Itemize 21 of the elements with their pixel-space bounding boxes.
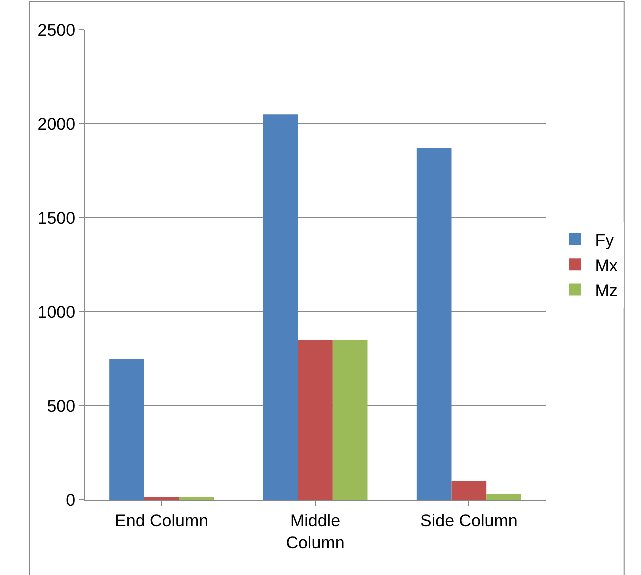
x-tick-label: Middle Column — [286, 511, 345, 552]
bar — [298, 340, 333, 500]
x-tick-label: End Column — [115, 511, 209, 530]
bar — [144, 497, 180, 500]
y-tick-label: 500 — [47, 396, 76, 416]
bar — [486, 494, 522, 500]
legend-label: Fy — [595, 231, 615, 250]
y-tick-label: 2500 — [38, 20, 76, 40]
bar — [452, 481, 487, 500]
bar — [110, 359, 144, 500]
bar — [263, 114, 298, 500]
y-tick-label: 1000 — [38, 302, 76, 322]
y-tick-label: 1500 — [38, 208, 76, 228]
legend-label: Mz — [595, 281, 618, 300]
y-tick-label: 2000 — [38, 114, 76, 134]
bar — [332, 340, 368, 500]
y-tick-label: 0 — [66, 490, 76, 510]
legend-label: Mx — [595, 256, 618, 276]
bar — [179, 497, 214, 500]
x-tick-label: Side Column — [420, 511, 518, 530]
bar — [416, 148, 452, 500]
